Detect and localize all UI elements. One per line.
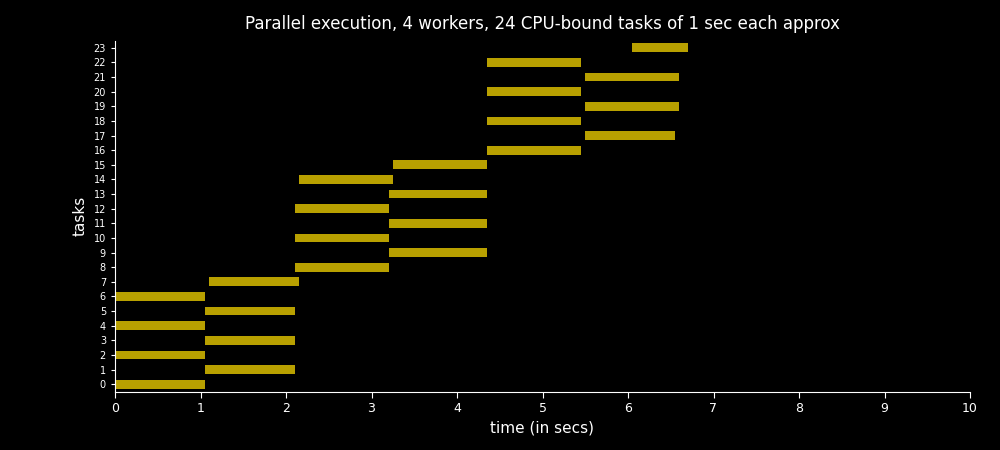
Bar (487, 117, 581, 125)
Title: Parallel execution, 4 workers, 24 CPU-bound tasks of 1 sec each approx: Parallel execution, 4 workers, 24 CPU-bo… (245, 15, 840, 33)
Bar (295, 204, 389, 213)
Bar (295, 263, 389, 271)
Bar (115, 380, 205, 389)
Bar (585, 102, 679, 111)
Bar (487, 87, 581, 96)
Bar (585, 72, 679, 81)
Bar (585, 131, 675, 140)
Bar (389, 219, 487, 228)
Bar (632, 43, 688, 52)
Bar (205, 365, 295, 374)
Bar (487, 58, 581, 67)
Bar (205, 336, 295, 345)
Bar (115, 321, 205, 330)
Bar (299, 175, 393, 184)
Bar (389, 190, 487, 198)
Bar (393, 161, 487, 169)
Bar (487, 146, 581, 155)
Y-axis label: tasks: tasks (73, 196, 88, 236)
Bar (389, 248, 487, 257)
Bar (209, 277, 299, 286)
Bar (205, 307, 295, 315)
Bar (295, 234, 389, 242)
Bar (115, 351, 205, 359)
Bar (115, 292, 205, 301)
X-axis label: time (in secs): time (in secs) (490, 420, 594, 436)
